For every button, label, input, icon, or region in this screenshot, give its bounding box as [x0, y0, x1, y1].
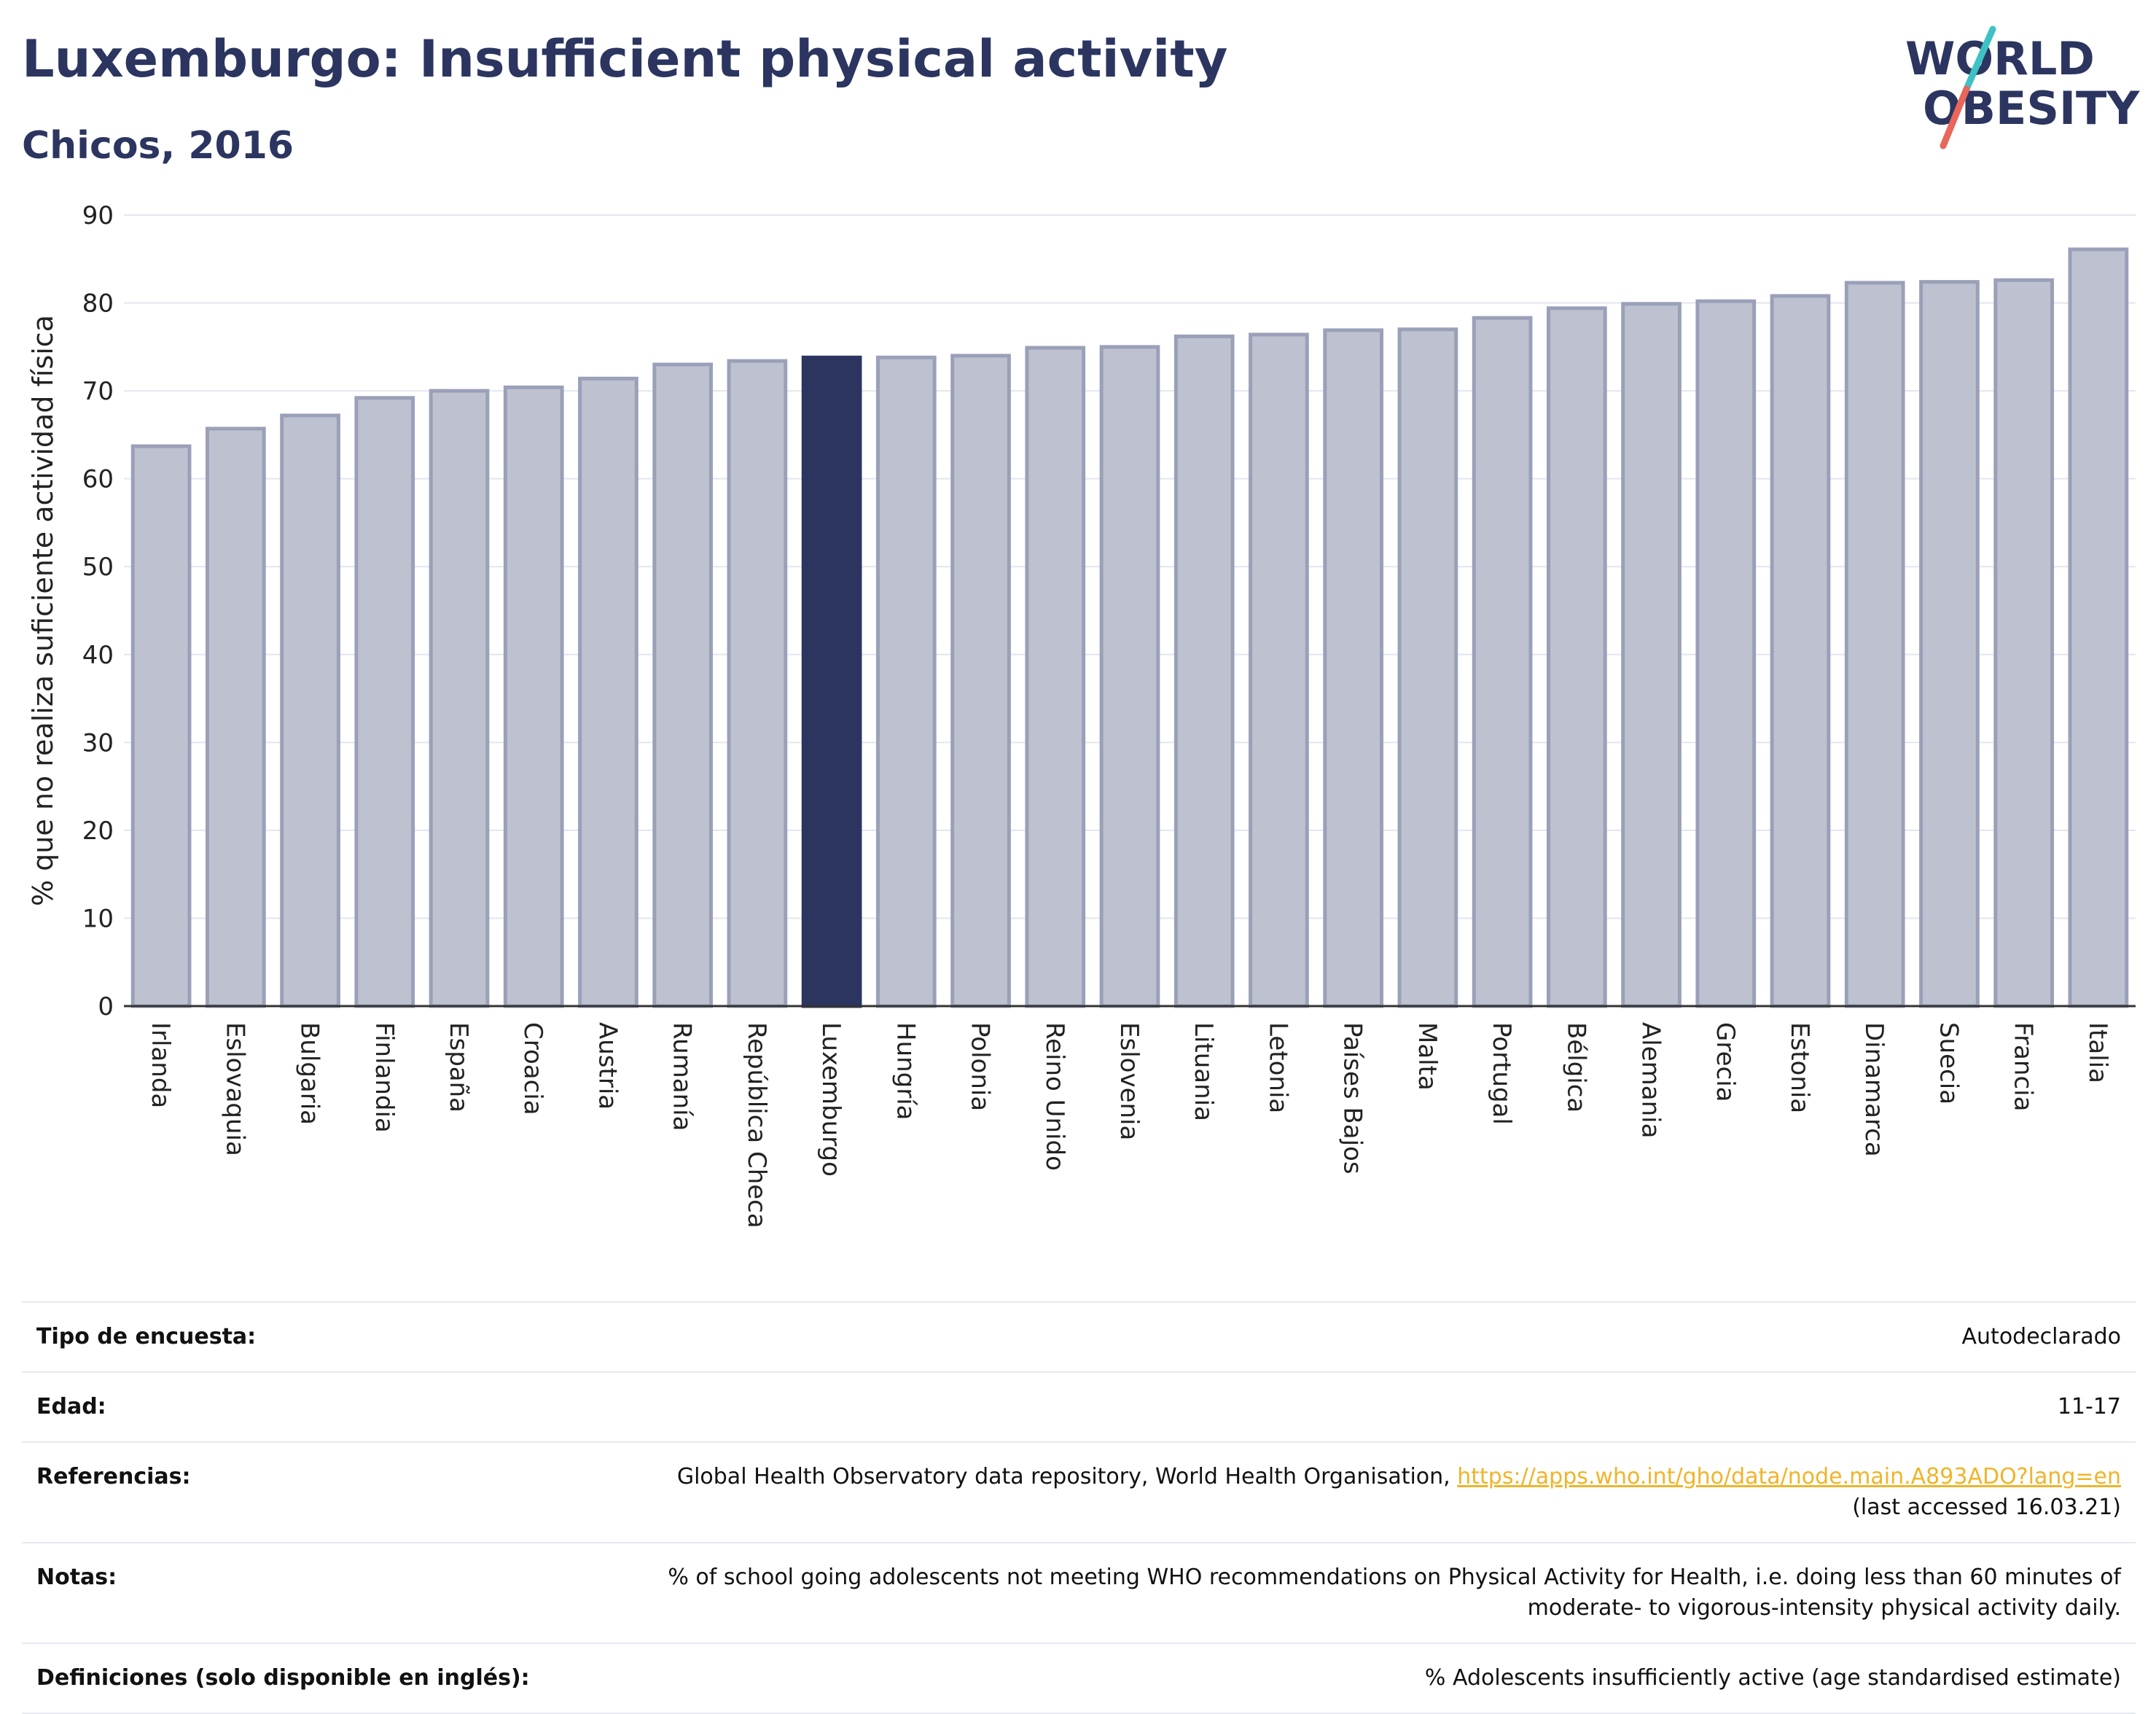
y-tick-label: 70: [82, 377, 114, 406]
y-tick-label: 30: [82, 728, 114, 757]
reference-text: Global Health Observatory data repositor…: [676, 1464, 1450, 1489]
y-tick-label: 40: [82, 641, 114, 670]
x-tick-label: Suecia: [1934, 1022, 1963, 1105]
chart-subtitle: Chicos, 2016: [22, 124, 294, 168]
y-tick-label: 10: [82, 904, 114, 933]
x-tick-label: Rumanía: [668, 1022, 697, 1131]
info-value: % of school going adolescents not meetin…: [668, 1565, 2121, 1621]
bar: [1249, 332, 1309, 1008]
x-tick-label: Grecia: [1711, 1022, 1740, 1102]
bar: [503, 385, 564, 1008]
bar: [1770, 294, 1831, 1008]
bar: [1025, 346, 1086, 1008]
bar-chart: 0 10 20 30 40 50 60 70 80 90 % que no realiza sufi…: [27, 201, 2136, 1228]
x-tick-label: Bulgaria: [295, 1022, 324, 1125]
world-obesity-logo: WORLD OBESITY: [1905, 26, 2140, 149]
x-tick-label: Malta: [1413, 1022, 1442, 1091]
info-label: Tipo de encuesta:: [36, 1324, 257, 1349]
info-label: Edad:: [36, 1394, 106, 1419]
bar: [1919, 280, 1980, 1008]
chart-title: Luxemburgo: Insufficient physical activi…: [22, 29, 1228, 89]
y-tick-label: 0: [98, 992, 114, 1021]
x-tick-label: Austria: [593, 1022, 622, 1110]
y-axis-title: % que no realiza suficiente actividad fí…: [27, 315, 59, 906]
info-row-notes: Notas: % of school going adolescents not…: [22, 1543, 2136, 1643]
bar: [354, 396, 415, 1008]
x-tick-label: Eslovaquia: [220, 1022, 249, 1156]
bar: [130, 444, 192, 1008]
x-tick-label: Italia: [2083, 1022, 2112, 1083]
y-tick-label: 50: [82, 553, 114, 582]
x-tick-label: Alemania: [1636, 1022, 1665, 1138]
x-tick-label: Dinamarca: [1859, 1022, 1889, 1157]
info-label: Notas:: [36, 1565, 117, 1590]
bar: [1099, 345, 1160, 1008]
bar: [652, 362, 714, 1008]
logo-line1: WORLD: [1905, 32, 2095, 85]
x-tick-label: Hungría: [891, 1022, 920, 1121]
x-tick-label: Portugal: [1487, 1022, 1516, 1125]
info-row-survey-type: Tipo de encuesta: Autodeclarado: [22, 1302, 2136, 1372]
bar: [1695, 299, 1757, 1008]
bar: [429, 389, 490, 1008]
bar-highlighted: [801, 355, 862, 1008]
logo-slash-bottom: [1940, 85, 1970, 149]
bar: [1993, 278, 2055, 1008]
x-tick-label: Francia: [2009, 1022, 2038, 1111]
bar: [1621, 302, 1682, 1008]
x-tick-label: Polonia: [966, 1022, 995, 1111]
x-tick-label: Finlandia: [370, 1022, 399, 1133]
bar: [1323, 328, 1384, 1008]
x-tick-label: Eslovenia: [1114, 1022, 1144, 1140]
y-tick-label: 80: [82, 289, 114, 319]
bar: [950, 354, 1011, 1008]
info-value: 11-17: [2057, 1394, 2121, 1419]
bar: [578, 376, 638, 1008]
bar: [875, 355, 937, 1008]
reference-link[interactable]: https://apps.who.int/gho/data/node.main.…: [1457, 1464, 2121, 1489]
x-tick-label: República Checa: [742, 1022, 771, 1228]
info-row-references: Referencias: Global Health Observatory d…: [22, 1442, 2136, 1543]
bar: [1546, 306, 1607, 1008]
bar: [1173, 334, 1235, 1008]
logo-slash-top: [1963, 26, 1996, 93]
info-label: Referencias:: [36, 1464, 191, 1489]
info-row-age: Edad: 11-17: [22, 1372, 2136, 1442]
bar: [280, 413, 340, 1008]
x-tick-label: Estonia: [1785, 1022, 1814, 1113]
reference-note: (last accessed 16.03.21): [1852, 1495, 2121, 1520]
bar: [1397, 327, 1458, 1008]
x-tick-label: Lituania: [1189, 1022, 1218, 1121]
info-table: Tipo de encuesta: Autodeclarado Edad: 11…: [22, 1301, 2136, 1714]
info-value: Autodeclarado: [1961, 1324, 2121, 1349]
bar: [1844, 281, 1905, 1008]
y-tick-label: 90: [82, 201, 114, 230]
y-tick-label: 60: [82, 465, 114, 494]
x-tick-label: Luxemburgo: [816, 1022, 845, 1177]
x-tick-label: Irlanda: [146, 1022, 175, 1108]
x-tick-label: Bélgica: [1561, 1022, 1590, 1113]
x-tick-label: España: [444, 1022, 473, 1113]
bar: [1472, 316, 1533, 1008]
x-tick-label: Letonia: [1263, 1022, 1292, 1113]
bar: [205, 426, 266, 1008]
info-label: Definiciones (solo disponible en inglés)…: [36, 1665, 530, 1691]
x-tick-label: Croacia: [518, 1022, 547, 1115]
info-value: % Adolescents insufficiently active (age…: [1424, 1665, 2121, 1691]
info-row-definitions: Definiciones (solo disponible en inglés)…: [22, 1643, 2136, 1713]
y-tick-label: 20: [82, 817, 114, 846]
bar: [727, 359, 788, 1008]
x-tick-label: Países Bajos: [1338, 1022, 1367, 1175]
x-tick-label: Reino Unido: [1040, 1022, 1069, 1171]
bar: [2068, 247, 2129, 1008]
